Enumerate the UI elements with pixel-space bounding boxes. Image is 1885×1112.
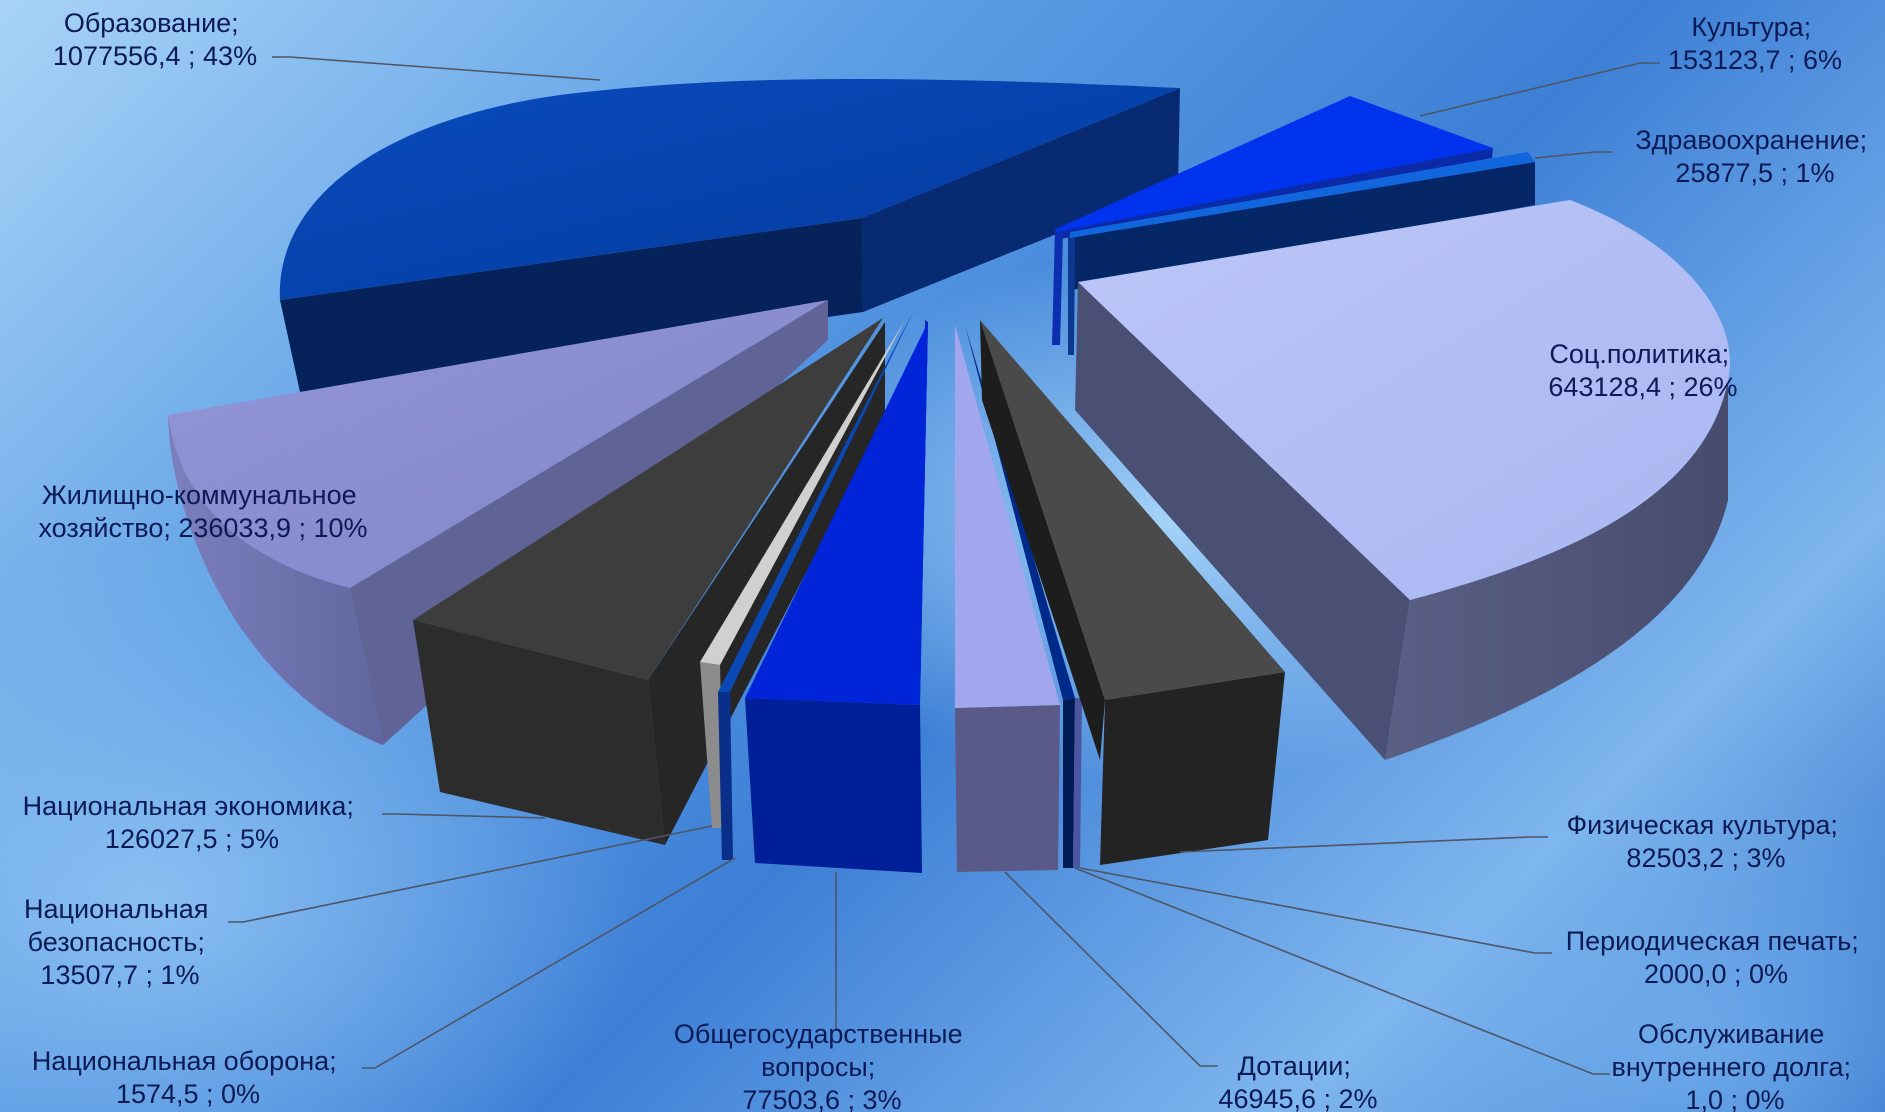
pie-slice-periodicheskaya-pechat [1073, 698, 1082, 868]
leader-fiz-kultura [1179, 836, 1548, 853]
label-obshchegos-voprosy: Общегосударственные вопросы; 77503,6 ; 3… [674, 1019, 970, 1112]
pie-slice-obrazovanie [279, 78, 1181, 392]
pie-slice-nac-oborona [718, 308, 915, 860]
leader-lines [228, 56, 1660, 1075]
leader-dotacii [1004, 871, 1218, 1067]
pie-slice-nac-bezopasnost [700, 320, 905, 828]
leader-nac-bezopasnost [228, 825, 713, 923]
label-fiz-kultura: Физическая культура; 82503,2 ; 3% [1567, 810, 1846, 873]
label-periodicheskaya-pechat: Периодическая печать; 2000,0 ; 0% [1566, 926, 1867, 989]
leader-nac-ekonomika [382, 813, 546, 819]
leader-obsluzhivanie-dolga [1074, 867, 1610, 1075]
leader-obrazovanie [272, 56, 601, 81]
leader-kultura [1419, 62, 1660, 117]
label-nac-ekonomika: Национальная экономика; 126027,5 ; 5% [23, 791, 362, 854]
label-obrazovanie: Образование; 1077556,4 ; 43% [53, 8, 257, 71]
label-zhkh: Жилищно-коммунальное хозяйство; 236033,9… [38, 480, 367, 543]
leader-nac-oborona [362, 857, 736, 1069]
label-kultura: Культура; 153123,7 ; 6% [1668, 12, 1842, 75]
label-zdravoohranenie: Здравоохранение; 25877,5 ; 1% [1635, 125, 1874, 188]
pie-slice-dotacii [955, 325, 1060, 872]
pie-slice-obshchegos-voprosy [745, 320, 928, 873]
pie-slice-fiz-kultura [980, 320, 1285, 865]
label-nac-oborona: Национальная оборона; 1574,5 ; 0% [32, 1046, 344, 1109]
leader-zdravoohranenie [1534, 151, 1612, 159]
label-dotacii: Дотации; 46945,6 ; 2% [1218, 1051, 1377, 1112]
label-nac-bezopasnost: Национальная безопасность; 13507,7 ; 1% [24, 894, 216, 990]
label-obsluzhivanie-dolga: Обслуживание внутреннего долга; 1,0 ; 0% [1612, 1019, 1859, 1112]
pie-slice-socpolitika [1075, 200, 1731, 760]
pie-slice-zdravoohranenie [1068, 152, 1535, 355]
label-socpolitika: Соц.политика; 643128,4 ; 26% [1548, 339, 1737, 402]
data-labels: Образование; 1077556,4 ; 43% Культура; 1… [23, 8, 1874, 1112]
leader-periodicheskaya-pechat [1079, 867, 1552, 954]
